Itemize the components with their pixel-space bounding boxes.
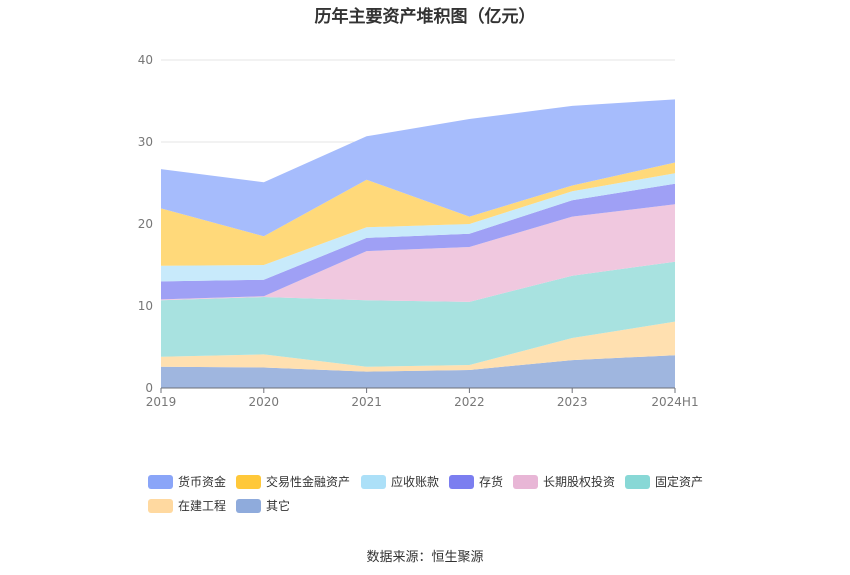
data-source-note: 数据来源：恒生聚源 [366, 550, 484, 565]
legend-label: 交易性金融资产 [266, 474, 350, 489]
y-tick-label: 0 [145, 381, 153, 395]
axes: 0 10 20 30 40 2019 2020 2021 2022 2023 2024H1 [138, 53, 699, 409]
legend-item: 在建工程 [148, 498, 226, 513]
legend-swatch [236, 475, 261, 489]
y-tick-label: 20 [138, 217, 153, 231]
area-其它 [161, 355, 675, 388]
area-series [161, 99, 675, 388]
area-交易性金融资产 [161, 162, 675, 266]
x-tick-label: 2019 [146, 395, 177, 409]
legend-swatch [148, 475, 173, 489]
legend-item: 货币资金 [148, 474, 226, 489]
area-固定资产 [161, 261, 675, 367]
legend-swatch [513, 475, 538, 489]
legend-swatch [148, 499, 173, 513]
x-tick-label: 2021 [351, 395, 382, 409]
legend-item: 长期股权投资 [513, 474, 615, 489]
x-tick-label: 2022 [454, 395, 485, 409]
legend-swatch [625, 475, 650, 489]
y-tick-label: 30 [138, 135, 153, 149]
legend-label: 其它 [266, 498, 290, 513]
legend-label: 长期股权投资 [543, 474, 615, 489]
legend-item: 其它 [236, 498, 290, 513]
legend-label: 货币资金 [178, 474, 226, 489]
legend-item: 固定资产 [625, 474, 703, 489]
legend-label: 在建工程 [178, 498, 226, 513]
legend-item: 交易性金融资产 [236, 474, 350, 489]
legend-swatch [449, 475, 474, 489]
x-tick-label: 2023 [557, 395, 588, 409]
x-tick-label: 2020 [249, 395, 280, 409]
area-在建工程 [161, 321, 675, 372]
area-存货 [161, 183, 675, 300]
x-tick-label: 2024H1 [651, 395, 698, 409]
y-tick-label: 10 [138, 299, 153, 313]
legend-label: 存货 [479, 474, 503, 489]
area-应收账款 [161, 173, 675, 282]
area-长期股权投资 [161, 204, 675, 302]
y-tick-label: 40 [138, 53, 153, 67]
legend-label: 固定资产 [655, 474, 703, 489]
legend-swatch [236, 499, 261, 513]
legend-label: 应收账款 [391, 474, 439, 489]
legend-swatch [361, 475, 386, 489]
legend-item: 应收账款 [361, 474, 439, 489]
legend-item: 存货 [449, 474, 503, 489]
area-货币资金 [161, 99, 675, 237]
chart-title: 历年主要资产堆积图（亿元） [315, 6, 536, 27]
